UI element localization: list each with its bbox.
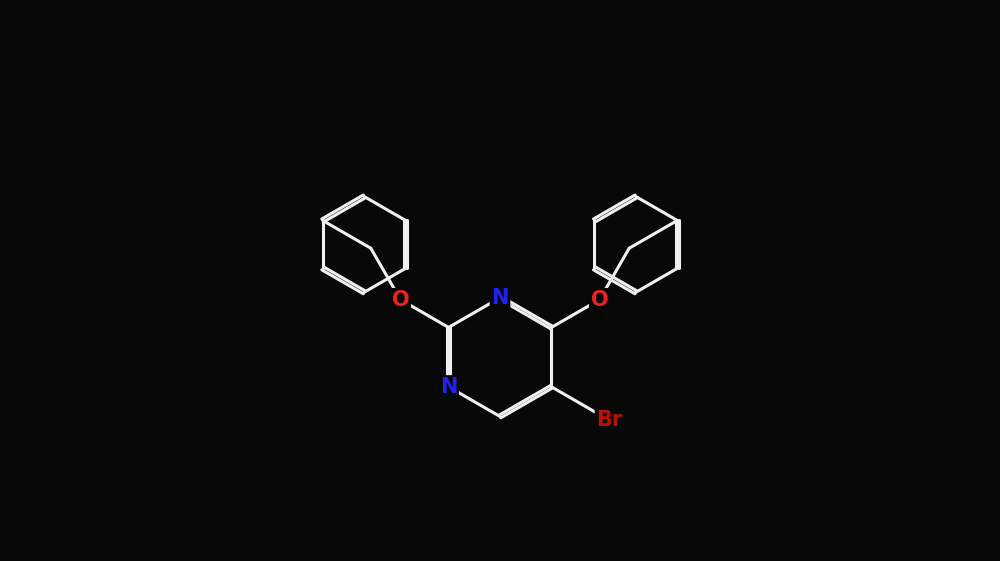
Text: Br: Br bbox=[596, 410, 623, 430]
Text: N: N bbox=[440, 377, 457, 397]
Text: N: N bbox=[491, 288, 509, 308]
Text: O: O bbox=[591, 289, 608, 310]
Text: O: O bbox=[392, 289, 409, 310]
